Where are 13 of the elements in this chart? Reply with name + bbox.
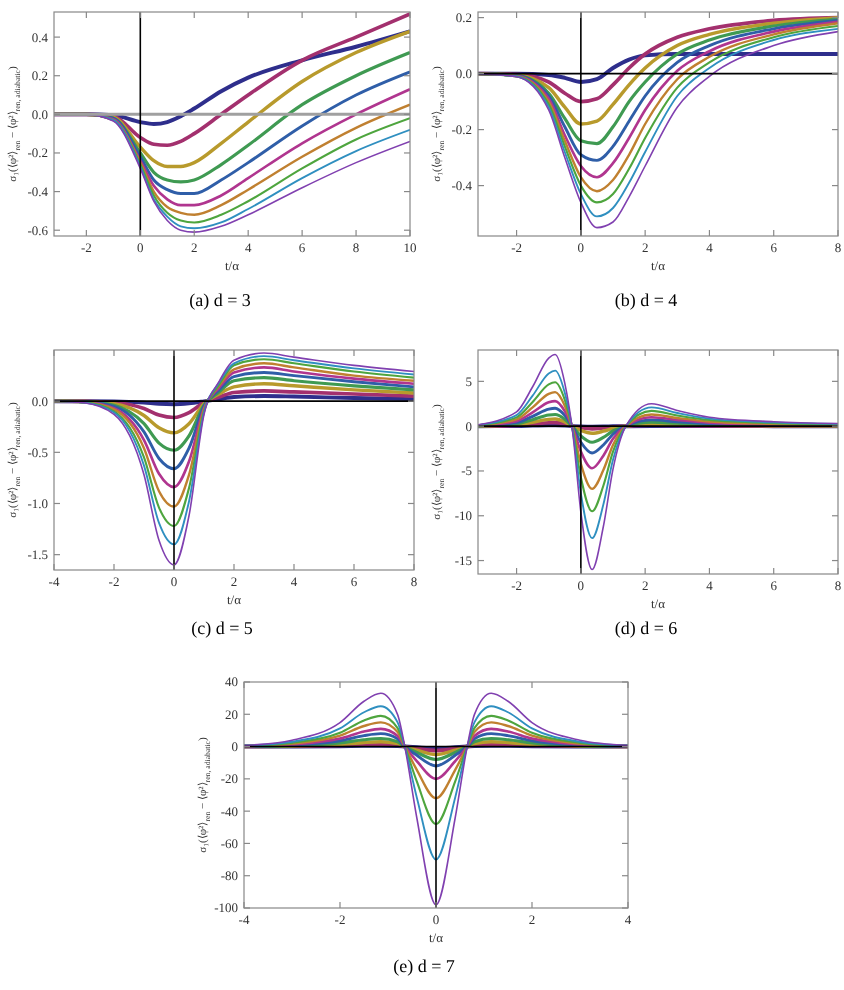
line-series: [54, 366, 414, 489]
text: (a) d = 3: [189, 290, 252, 310]
text: (b) d = 4: [614, 290, 679, 310]
line-series: [244, 692, 628, 906]
line-series: [478, 369, 838, 540]
text: (e) d = 7: [393, 956, 456, 976]
line-series: [54, 371, 414, 471]
line-series: [478, 52, 838, 84]
line-series: [54, 382, 414, 435]
line-series: [478, 353, 838, 571]
text: (d) d = 6: [614, 618, 679, 638]
line-series: [54, 29, 410, 126]
text: (c) d = 5: [191, 618, 254, 638]
